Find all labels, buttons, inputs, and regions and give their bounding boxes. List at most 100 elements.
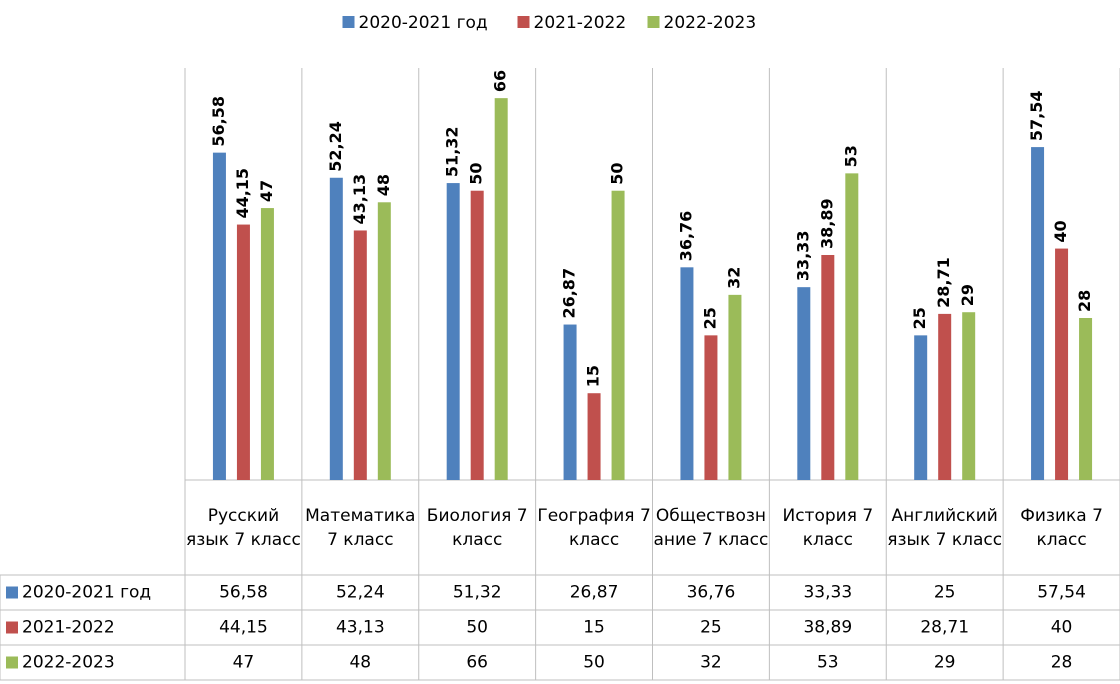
bar bbox=[611, 190, 625, 480]
bar bbox=[587, 393, 601, 480]
category-text: Русский язык 7 класс bbox=[186, 505, 301, 550]
category-label: География 7 класс bbox=[537, 505, 651, 550]
bar bbox=[446, 183, 460, 480]
bar bbox=[938, 313, 952, 480]
table-cell: 15 bbox=[583, 618, 605, 638]
legend-label: 2021-2022 bbox=[534, 13, 627, 33]
row-swatch bbox=[6, 586, 18, 599]
category-label: Физика 7 класс bbox=[1020, 505, 1103, 550]
data-label: 48 bbox=[374, 174, 393, 196]
category-text: Обществознание 7 класс bbox=[653, 505, 769, 550]
table-cell: 25 bbox=[934, 583, 956, 603]
bar bbox=[470, 190, 484, 480]
data-label: 57,54 bbox=[1027, 90, 1046, 141]
data-label: 51,32 bbox=[443, 126, 462, 177]
table-cell: 44,15 bbox=[219, 618, 268, 638]
data-label: 56,58 bbox=[209, 96, 228, 147]
table-cell: 40 bbox=[1051, 618, 1073, 638]
bar bbox=[212, 152, 226, 480]
data-label: 26,87 bbox=[560, 268, 579, 319]
table-cell: 48 bbox=[349, 653, 371, 673]
bar bbox=[329, 177, 343, 481]
legend-swatch bbox=[647, 16, 660, 28]
category-label: Русский язык 7 класс bbox=[186, 505, 301, 550]
table-cell: 32 bbox=[700, 653, 722, 673]
legend-swatch bbox=[517, 16, 530, 28]
data-label: 28,71 bbox=[934, 257, 953, 308]
bar bbox=[494, 98, 508, 481]
bar bbox=[704, 335, 718, 480]
bar bbox=[353, 230, 367, 480]
data-label: 47 bbox=[257, 180, 276, 202]
legend-label: 2020-2021 год bbox=[359, 13, 488, 33]
bar bbox=[1055, 248, 1069, 480]
table-cell: 50 bbox=[466, 618, 488, 638]
category-label: Математика 7 класс bbox=[305, 505, 416, 550]
data-label: 25 bbox=[700, 307, 719, 329]
row-swatch bbox=[6, 656, 18, 669]
data-label: 32 bbox=[724, 267, 743, 289]
bar bbox=[260, 208, 274, 481]
row-header: 2020-2021 год bbox=[22, 583, 151, 603]
category-label: Обществознание 7 класс bbox=[653, 505, 769, 550]
data-label: 29 bbox=[958, 284, 977, 306]
row-header: 2021-2022 bbox=[22, 618, 115, 638]
bar bbox=[563, 324, 577, 480]
data-label: 53 bbox=[841, 145, 860, 167]
data-label: 66 bbox=[491, 70, 510, 92]
bar bbox=[821, 254, 835, 480]
table-cell: 33,33 bbox=[803, 583, 852, 603]
category-text: География 7 класс bbox=[537, 505, 651, 550]
table-cell: 66 bbox=[466, 653, 488, 673]
table-cell: 52,24 bbox=[336, 583, 385, 603]
table-cell: 29 bbox=[934, 653, 956, 673]
data-label: 36,76 bbox=[676, 211, 695, 262]
category-label: Биология 7 класс bbox=[426, 505, 528, 550]
table-cell: 56,58 bbox=[219, 583, 268, 603]
table-cell: 43,13 bbox=[336, 618, 385, 638]
table-cell: 38,89 bbox=[803, 618, 852, 638]
table-cell: 28 bbox=[1051, 653, 1073, 673]
data-label: 25 bbox=[910, 307, 929, 329]
data-label: 28 bbox=[1075, 290, 1094, 312]
data-label: 52,24 bbox=[326, 121, 345, 172]
data-label: 50 bbox=[467, 162, 486, 184]
bar bbox=[962, 312, 976, 480]
row-swatch bbox=[6, 621, 18, 634]
bar bbox=[1031, 147, 1045, 480]
table-cell: 47 bbox=[233, 653, 255, 673]
table-cell: 57,54 bbox=[1037, 583, 1086, 603]
data-label: 43,13 bbox=[350, 174, 369, 225]
table-cell: 26,87 bbox=[570, 583, 619, 603]
category-label: История 7 класс bbox=[782, 505, 874, 550]
data-label: 15 bbox=[584, 365, 603, 387]
data-label: 50 bbox=[608, 162, 627, 184]
table-cell: 51,32 bbox=[453, 583, 502, 603]
category-text: Математика 7 класс bbox=[305, 505, 416, 550]
bar bbox=[914, 335, 928, 480]
category-text: Английский язык 7 класс bbox=[887, 505, 1003, 550]
bar bbox=[1079, 318, 1093, 480]
row-header: 2022-2023 bbox=[22, 653, 115, 673]
category-text: История 7 класс bbox=[782, 505, 874, 550]
table-cell: 53 bbox=[817, 653, 839, 673]
bar bbox=[236, 224, 250, 480]
data-label: 44,15 bbox=[233, 168, 252, 219]
table-cell: 25 bbox=[700, 618, 722, 638]
bar bbox=[797, 287, 811, 480]
category-label: Английский язык 7 класс bbox=[887, 505, 1003, 550]
category-text: Физика 7 класс bbox=[1020, 505, 1103, 550]
category-text: Биология 7 класс bbox=[426, 505, 528, 550]
data-label: 40 bbox=[1051, 220, 1070, 242]
table-cell: 28,71 bbox=[920, 618, 969, 638]
legend-label: 2022-2023 bbox=[664, 13, 757, 33]
data-label: 38,89 bbox=[817, 198, 836, 249]
bar bbox=[845, 173, 859, 480]
bar bbox=[680, 267, 694, 480]
legend-swatch bbox=[342, 16, 355, 28]
bar bbox=[377, 202, 391, 481]
bar bbox=[728, 294, 742, 480]
data-label: 33,33 bbox=[793, 231, 812, 282]
table-cell: 36,76 bbox=[687, 583, 736, 603]
